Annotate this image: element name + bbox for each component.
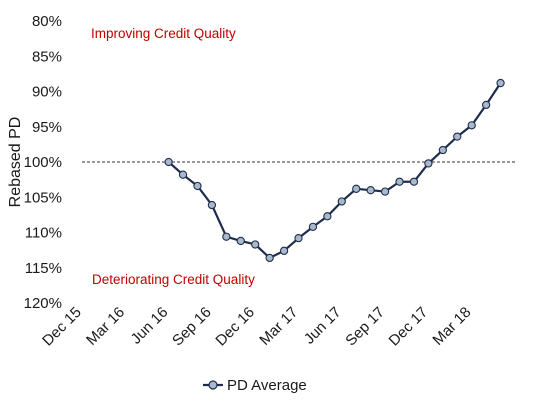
data-point — [337, 197, 346, 206]
y-tick-label: 115% — [25, 260, 62, 277]
data-point — [294, 233, 303, 243]
data-point — [207, 200, 217, 210]
data-point — [279, 246, 289, 255]
data-point — [496, 78, 505, 88]
series-line-pd-average — [167, 82, 502, 259]
data-point — [467, 121, 476, 130]
data-point — [395, 177, 404, 186]
data-point — [323, 212, 332, 221]
annotation-improving: Improving Credit Quality — [91, 26, 236, 41]
x-tick-label: Mar 18 — [429, 304, 474, 349]
y-tick-label: 95% — [32, 119, 62, 136]
legend: PD Average — [203, 377, 307, 394]
data-point — [308, 222, 318, 232]
annotation-deteriorating: Deteriorating Credit Quality — [92, 272, 255, 287]
data-point — [222, 232, 231, 241]
y-tick-label: 90% — [32, 84, 62, 101]
x-tick-label: Jun 16 — [128, 304, 172, 348]
data-point — [193, 181, 202, 191]
x-tick-label: Mar 17 — [256, 304, 301, 349]
data-point — [453, 132, 462, 141]
x-tick-label: Dec 17 — [386, 304, 432, 350]
data-point — [438, 145, 447, 155]
data-point — [265, 253, 274, 263]
y-tick-label: 100% — [24, 154, 62, 171]
legend-swatch-marker — [208, 380, 218, 390]
x-tick-label: Sep 17 — [342, 304, 388, 350]
y-tick-label: 80% — [32, 13, 62, 30]
legend-label-pd-average: PD Average — [227, 377, 307, 394]
y-axis-label: Rebased PD — [7, 117, 24, 208]
data-point — [481, 100, 491, 110]
data-point — [251, 240, 260, 249]
data-point — [236, 236, 245, 246]
data-point — [164, 157, 173, 167]
data-point — [409, 177, 419, 186]
data-point — [424, 159, 433, 168]
x-tick-label: Mar 16 — [83, 304, 128, 349]
y-axis: 80% 85% 90% 95% 100% 105% 110% 115% 120% — [24, 13, 62, 312]
y-tick-label: 105% — [24, 189, 62, 206]
y-tick-label: 85% — [32, 48, 62, 65]
x-tick-label: Dec 16 — [212, 304, 258, 350]
series-points — [164, 78, 505, 263]
data-point — [366, 186, 375, 195]
data-point — [178, 170, 188, 179]
x-tick-label: Jun 17 — [301, 304, 345, 348]
y-tick-label: 110% — [25, 225, 62, 242]
x-tick-label: Sep 16 — [169, 304, 215, 350]
data-point — [352, 184, 361, 193]
data-point — [380, 187, 390, 196]
y-tick-label: 120% — [24, 295, 62, 312]
